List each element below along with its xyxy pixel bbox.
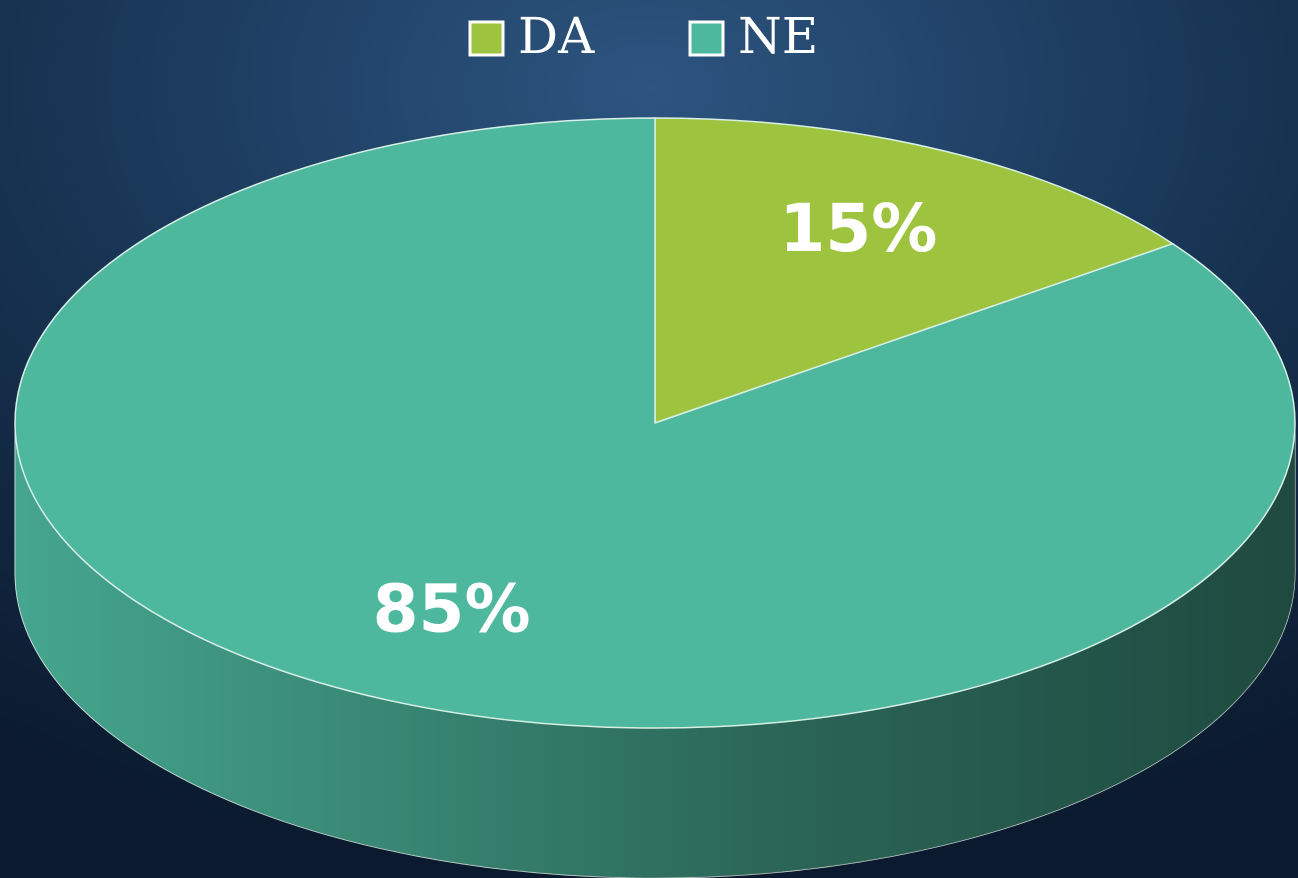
- value-label: 15%: [779, 190, 937, 267]
- legend-text: NE: [738, 7, 818, 65]
- pie-slice: [14, 117, 1296, 729]
- legend-swatch: [688, 20, 725, 57]
- legend-swatch: [468, 20, 505, 57]
- value-label: 85%: [373, 570, 531, 647]
- pie-slice: [654, 117, 1175, 425]
- side-shade: [15, 423, 1295, 878]
- legend-text: DA: [518, 7, 595, 65]
